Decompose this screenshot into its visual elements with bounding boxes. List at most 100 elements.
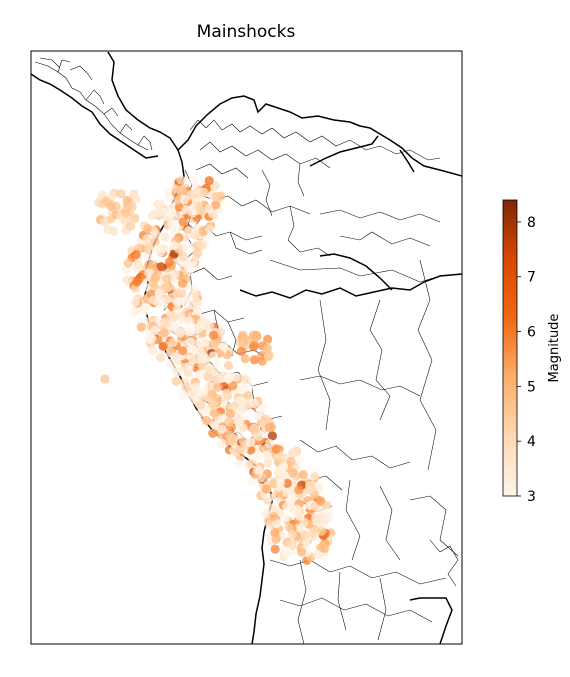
earthquake-point xyxy=(205,224,215,234)
earthquake-point xyxy=(159,317,169,327)
earthquake-point xyxy=(121,208,131,218)
earthquake-point xyxy=(184,226,194,236)
chart-title: Mainshocks xyxy=(196,22,296,42)
earthquake-point xyxy=(270,527,280,538)
earthquake-point xyxy=(194,201,204,211)
earthquake-point xyxy=(181,205,191,215)
colorbar-ticks: 3 4 5 6 7 8 xyxy=(517,215,536,505)
earthquake-point xyxy=(275,466,285,477)
earthquake-point xyxy=(204,176,214,186)
earthquake-point xyxy=(185,337,195,347)
earthquake-point xyxy=(277,452,287,462)
earthquake-point xyxy=(271,518,282,529)
earthquake-point xyxy=(236,346,246,356)
earthquake-point xyxy=(151,272,161,282)
earthquake-point xyxy=(271,444,281,454)
earthquake-point xyxy=(100,374,110,384)
earthquake-point xyxy=(235,444,245,454)
colorbar-label: Magnitude xyxy=(547,314,562,383)
earthquake-point xyxy=(159,328,169,338)
earthquake-point xyxy=(300,530,310,540)
earthquake-point xyxy=(177,184,187,195)
earthquake-point xyxy=(211,200,221,210)
earthquake-point xyxy=(122,275,132,285)
earthquake-point xyxy=(178,346,188,356)
earthquake-point xyxy=(156,352,166,363)
earthquake-point xyxy=(134,259,144,270)
earthquake-point xyxy=(158,296,168,307)
earthquake-point xyxy=(294,511,304,521)
earthquake-point xyxy=(208,428,218,438)
earthquake-point xyxy=(275,478,285,488)
earthquake-point xyxy=(199,352,209,362)
earthquake-point xyxy=(178,217,188,227)
earthquake-point xyxy=(179,195,189,205)
earthquake-point xyxy=(219,342,229,352)
earthquake-point xyxy=(317,526,327,536)
earthquake-point xyxy=(148,295,158,305)
earthquake-point xyxy=(172,305,182,315)
earthquake-point xyxy=(160,282,170,292)
earthquake-point xyxy=(261,443,272,453)
earthquake-point xyxy=(217,424,227,434)
earthquake-point xyxy=(167,220,177,230)
earthquake-point xyxy=(261,484,271,494)
earthquake-point xyxy=(252,411,262,421)
earthquake-point xyxy=(209,420,220,430)
earthquake-point xyxy=(221,388,231,398)
earthquake-point xyxy=(269,511,279,522)
earthquake-point xyxy=(165,358,175,368)
earthquake-point xyxy=(158,243,169,253)
earthquake-point xyxy=(225,409,235,419)
earthquake-point xyxy=(207,366,217,376)
earthquake-point xyxy=(176,175,186,185)
earthquake-point xyxy=(284,522,294,532)
earthquake-point xyxy=(147,333,157,343)
colorbar-tick-label: 6 xyxy=(527,325,536,341)
earthquake-point xyxy=(143,251,153,261)
earthquake-point xyxy=(197,240,207,250)
earthquake-point xyxy=(199,187,209,197)
earthquake-point xyxy=(99,217,109,227)
earthquake-point xyxy=(175,328,185,338)
earthquake-point xyxy=(249,423,259,433)
earthquake-point xyxy=(171,376,181,386)
earthquake-point xyxy=(181,382,191,392)
earthquake-point xyxy=(188,175,198,186)
earthquake-point xyxy=(270,544,280,554)
earthquake-point xyxy=(162,274,172,284)
earthquake-point xyxy=(169,241,179,251)
earthquake-point xyxy=(193,248,203,258)
earthquake-point xyxy=(316,496,326,506)
earthquake-point xyxy=(212,359,222,369)
earthquake-point xyxy=(185,361,195,372)
earthquake-point xyxy=(177,278,188,288)
earthquake-point xyxy=(217,438,227,448)
earthquake-point xyxy=(223,374,233,384)
earthquake-point xyxy=(247,459,257,469)
earthquake-point xyxy=(107,191,117,201)
earthquake-point xyxy=(267,431,277,441)
earthquake-point xyxy=(199,387,209,397)
earthquake-point xyxy=(310,471,320,481)
earthquake-point xyxy=(323,507,333,517)
earthquake-point xyxy=(178,391,188,401)
earthquake-point xyxy=(240,334,251,344)
earthquake-point xyxy=(208,351,219,361)
earthquake-point xyxy=(191,382,201,392)
earthquake-point xyxy=(166,310,176,320)
earthquake-point xyxy=(224,417,234,427)
earthquake-point xyxy=(247,476,257,486)
earthquake-point xyxy=(246,437,256,447)
earthquake-point xyxy=(130,307,140,317)
earthquake-point xyxy=(252,332,262,342)
earthquake-point xyxy=(298,470,308,480)
earthquake-point xyxy=(171,352,181,362)
earthquake-point xyxy=(238,384,248,394)
colorbar-tick-label: 4 xyxy=(527,434,536,450)
earthquake-point xyxy=(187,344,197,354)
earthquake-point xyxy=(211,192,221,202)
earthquake-point xyxy=(236,404,246,415)
earthquake-point xyxy=(143,223,153,234)
